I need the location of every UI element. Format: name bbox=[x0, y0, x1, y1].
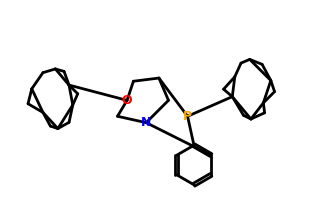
Text: P: P bbox=[183, 110, 192, 123]
Text: N: N bbox=[141, 116, 152, 129]
Text: O: O bbox=[122, 94, 132, 107]
